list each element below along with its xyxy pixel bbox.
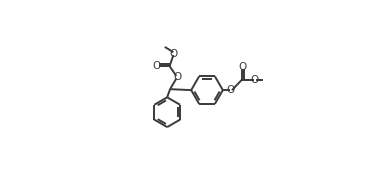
Text: O: O	[152, 61, 160, 71]
Text: O: O	[251, 75, 259, 85]
Text: O: O	[238, 62, 246, 72]
Text: O: O	[173, 73, 182, 82]
Text: O: O	[170, 49, 178, 59]
Text: O: O	[226, 85, 235, 95]
